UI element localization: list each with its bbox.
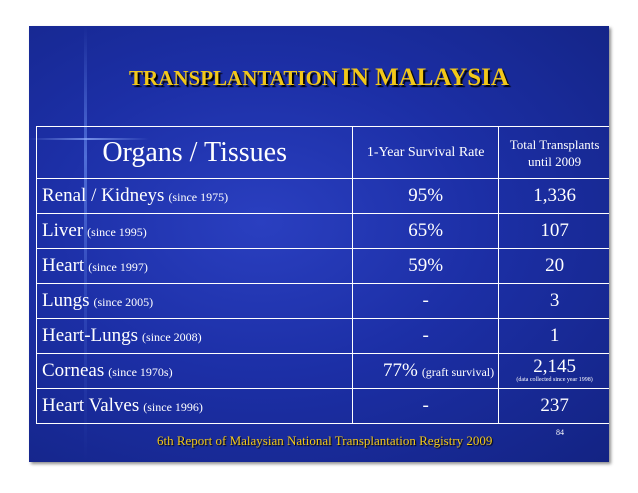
organ-since: (since 1997) — [88, 260, 148, 274]
table-row: Heart (since 1997) 59% 20 — [35, 248, 609, 284]
table-row: Heart Valves (since 1996) - 237 — [35, 388, 609, 424]
organ-name: Heart Valves — [42, 395, 140, 416]
organ-name: Lungs — [42, 290, 90, 311]
survival-cell: - — [352, 283, 500, 319]
survival-cell: 59% — [352, 248, 500, 284]
organ-cell: Lungs (since 2005) — [35, 283, 354, 319]
organ-since: (since 1995) — [87, 225, 147, 239]
table-row: Liver (since 1995) 65% 107 — [35, 213, 609, 249]
organ-name: Corneas — [42, 360, 105, 381]
survival-cell: 65% — [352, 213, 500, 249]
organ-cell: Corneas (since 1970s) — [35, 353, 354, 389]
organ-since: (since 2008) — [142, 330, 202, 344]
table-row: Renal / Kidneys (since 1975) 95% 1,336 — [35, 178, 609, 214]
total-cell: 237 — [498, 388, 609, 424]
slide-title: TRANSPLANTATION IN MALAYSIA — [29, 64, 609, 92]
total-cell: 107 — [498, 213, 609, 249]
header-total-transplants: Total Transplants until 2009 — [498, 126, 609, 179]
slide: TRANSPLANTATION IN MALAYSIA Organs / Tis… — [29, 26, 609, 462]
survival-cell: 95% — [352, 178, 500, 214]
table-header-row: Organs / Tissues 1-Year Survival Rate To… — [35, 126, 609, 179]
organ-cell: Heart Valves (since 1996) — [35, 388, 354, 424]
organ-cell: Liver (since 1995) — [35, 213, 354, 249]
table-row: Heart-Lungs (since 2008) - 1 — [35, 318, 609, 354]
page-number: 84 — [556, 428, 564, 437]
organ-cell: Renal / Kidneys (since 1975) — [35, 178, 354, 214]
source-footer: 6th Report of Malaysian National Transpl… — [157, 433, 493, 448]
table-row: Lungs (since 2005) - 3 — [35, 283, 609, 319]
total-cell: 2,145 (data collected since year 1998) — [498, 353, 609, 389]
survival-cell: - — [352, 388, 500, 424]
survival-cell: 77% (graft survival) — [352, 353, 500, 389]
survival-note: (graft survival) — [421, 365, 495, 379]
organ-cell: Heart-Lungs (since 2008) — [35, 318, 354, 354]
survival-cell: - — [352, 318, 500, 354]
title-part-2: IN MALAYSIA — [341, 64, 509, 91]
organ-since: (since 2005) — [93, 295, 154, 309]
organ-since: (since 1975) — [168, 190, 229, 204]
organ-since: (since 1996) — [143, 400, 203, 414]
table-row: Corneas (since 1970s) 77% (graft surviva… — [35, 353, 609, 389]
organ-name: Liver — [42, 220, 84, 241]
organ-name: Heart — [42, 255, 85, 276]
organ-cell: Heart (since 1997) — [35, 248, 354, 284]
header-survival-rate: 1-Year Survival Rate — [352, 126, 500, 179]
transplant-table: Organs / Tissues 1-Year Survival Rate To… — [35, 126, 609, 424]
organ-name: Renal / Kidneys — [42, 185, 165, 206]
total-cell: 1,336 — [498, 178, 609, 214]
total-note: (data collected since year 1998) — [516, 377, 593, 383]
header-organs-tissues: Organs / Tissues — [35, 126, 354, 179]
total-cell: 20 — [498, 248, 609, 284]
total-value: 2,145 — [533, 356, 576, 377]
total-cell: 3 — [498, 283, 609, 319]
survival-value: 77% — [382, 360, 418, 381]
organ-name: Heart-Lungs — [42, 325, 139, 346]
total-cell: 1 — [498, 318, 609, 354]
organ-since: (since 1970s) — [108, 365, 173, 379]
title-part-1: TRANSPLANTATION — [129, 66, 338, 90]
